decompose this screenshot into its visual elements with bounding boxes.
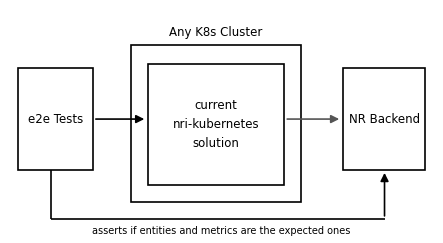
Text: Any K8s Cluster: Any K8s Cluster — [169, 26, 263, 39]
Bar — [131, 45, 301, 202]
Bar — [343, 68, 425, 170]
Bar — [18, 68, 93, 170]
Text: NR Backend: NR Backend — [349, 113, 420, 126]
Text: asserts if entities and metrics are the expected ones: asserts if entities and metrics are the … — [92, 226, 351, 236]
Bar — [148, 64, 284, 185]
Text: e2e Tests: e2e Tests — [28, 113, 83, 126]
Text: current
nri-kubernetes
solution: current nri-kubernetes solution — [173, 99, 259, 150]
